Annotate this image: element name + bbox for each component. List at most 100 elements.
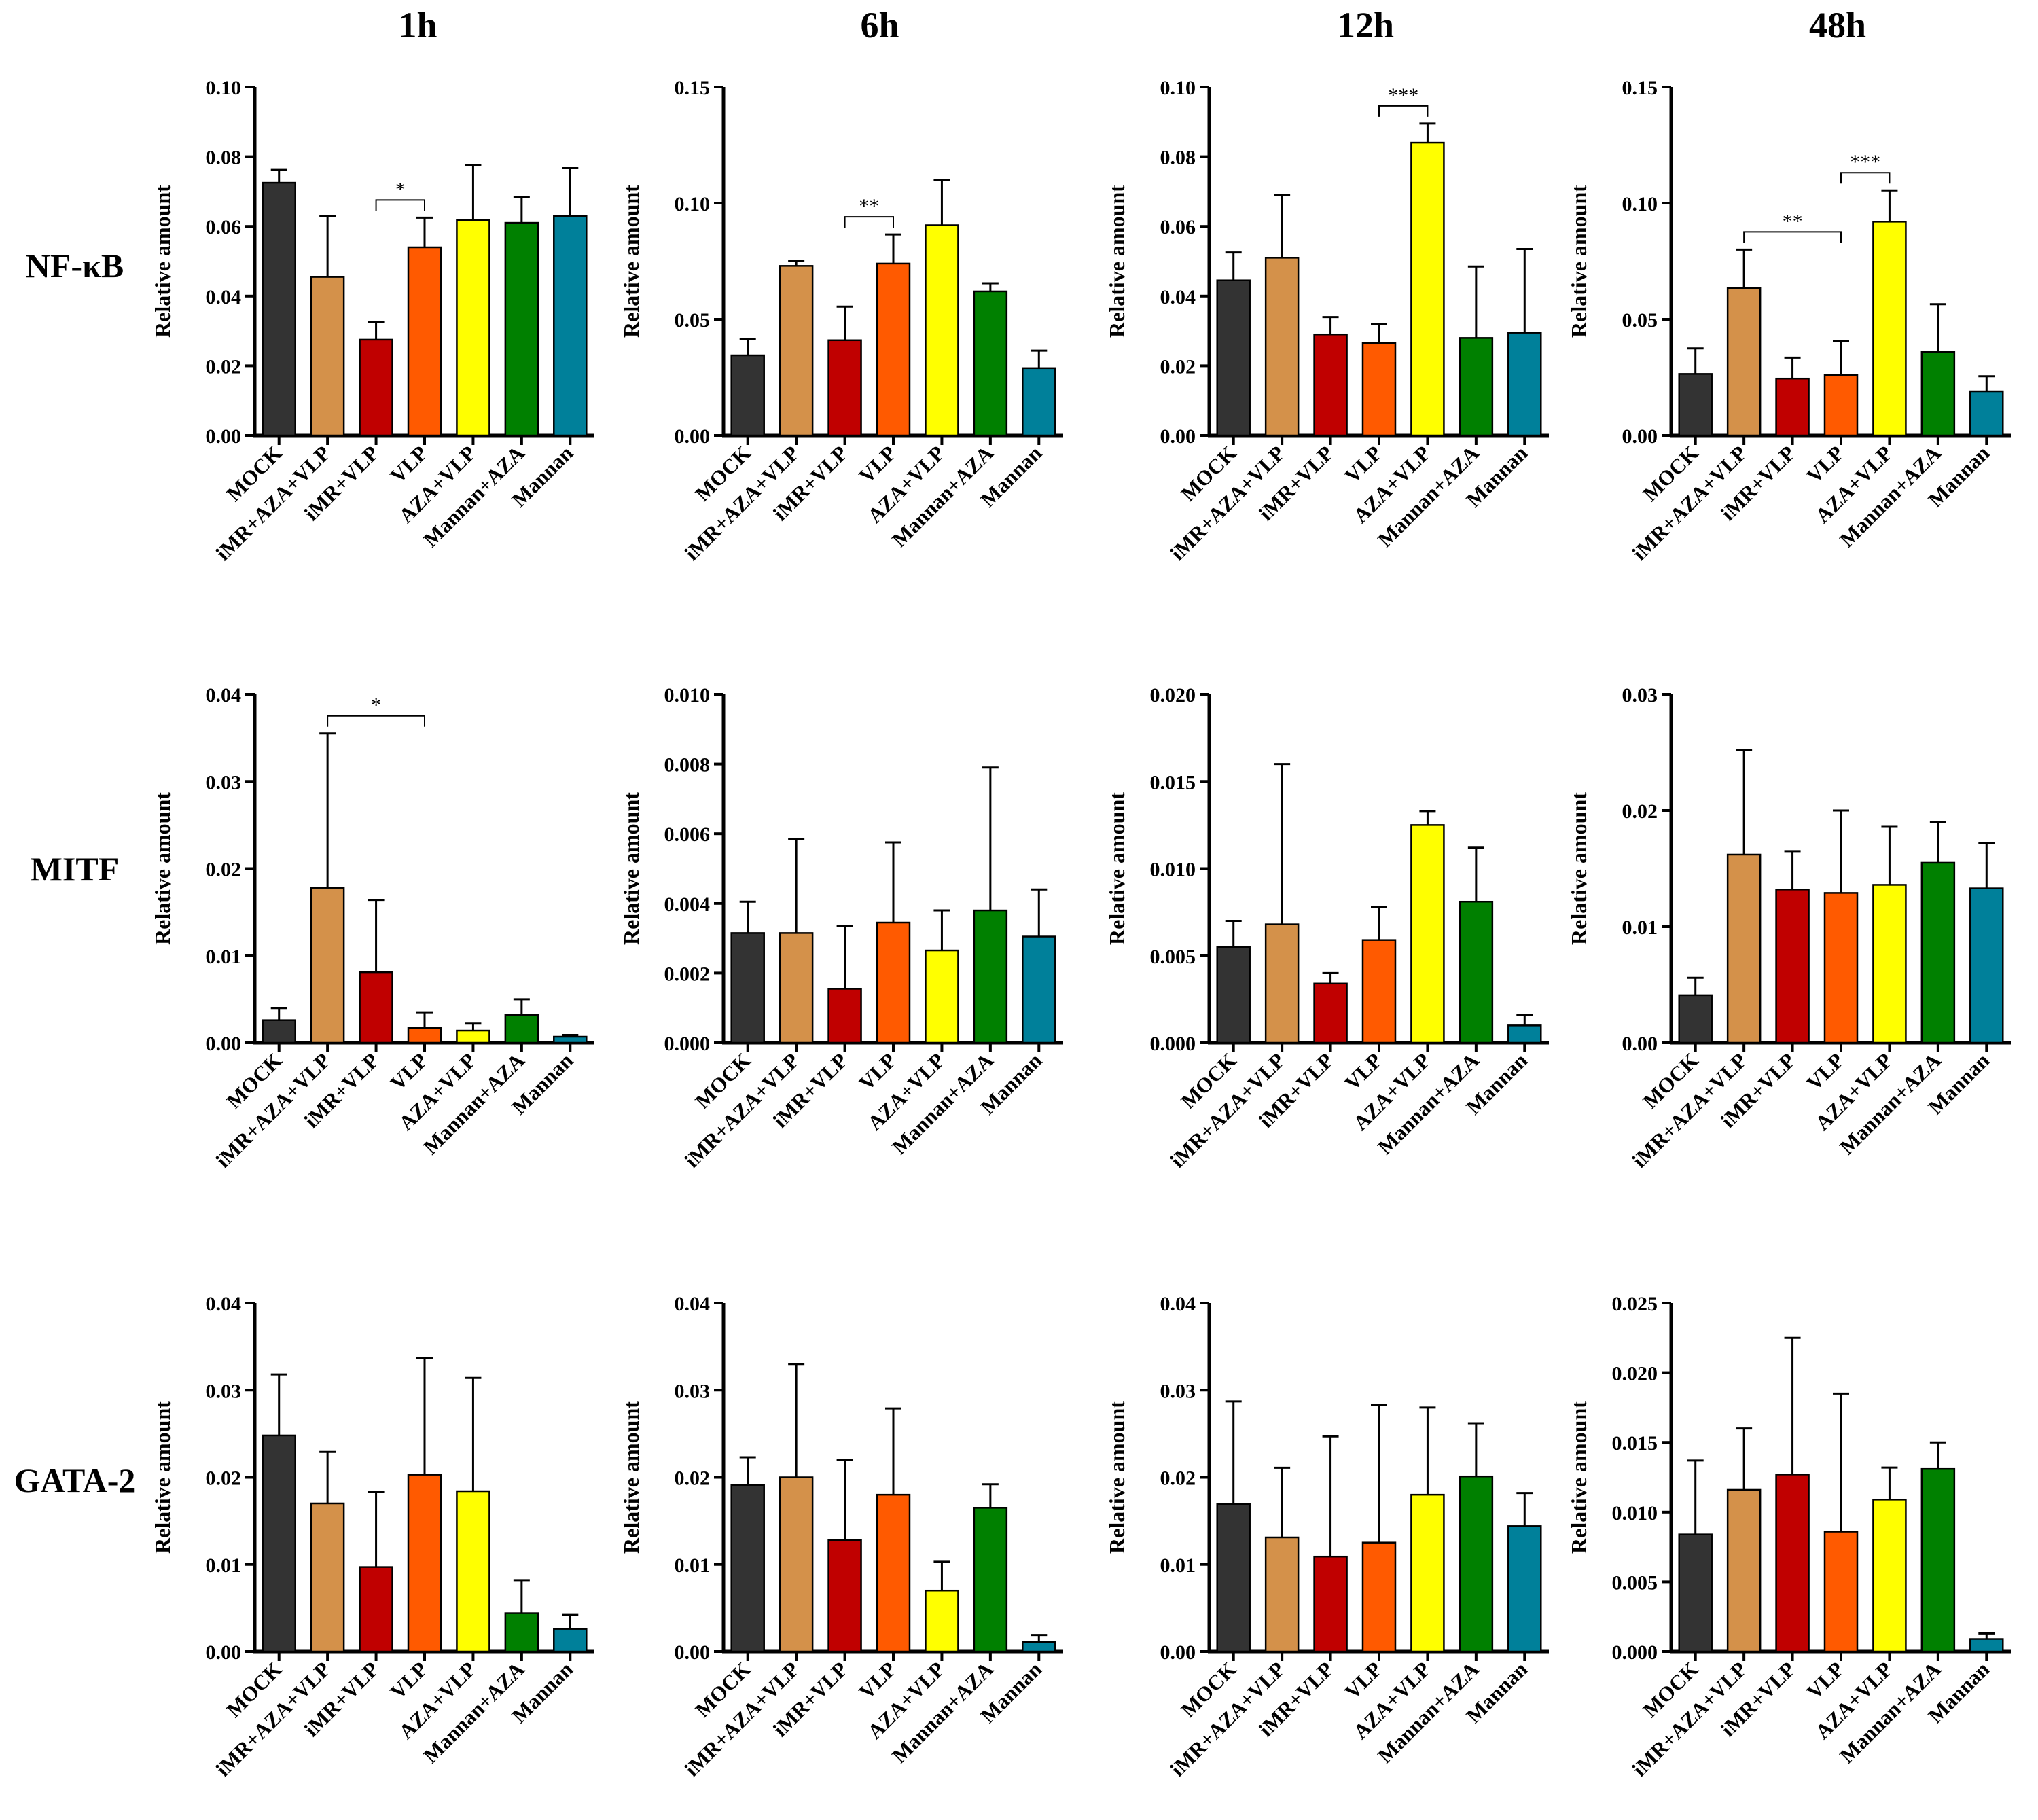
bar-imr-aza-vlp xyxy=(1726,1488,1762,1653)
y-tick-label: 0.006 xyxy=(664,823,711,846)
y-axis-label: Relative amount xyxy=(619,185,643,338)
y-tick-label: 0.06 xyxy=(206,216,242,238)
significance-bracket xyxy=(1378,105,1429,117)
bar-vlp xyxy=(407,246,442,437)
y-tick-label: 0.00 xyxy=(675,1641,711,1664)
y-tick-label: 0.02 xyxy=(675,1467,711,1490)
bar-mannan-aza xyxy=(973,290,1008,437)
significance-label: * xyxy=(395,178,406,200)
row-label-mitf: MITF xyxy=(30,850,120,888)
row-label-gata2: GATA-2 xyxy=(14,1461,136,1499)
bar-mannan-aza xyxy=(504,1612,539,1653)
y-axis-label: Relative amount xyxy=(1105,185,1129,338)
bar-vlp xyxy=(1361,939,1397,1044)
y-tick-label: 0.004 xyxy=(664,893,711,916)
significance-label: *** xyxy=(1850,151,1880,173)
y-tick-label: 0.00 xyxy=(675,425,711,448)
y-tick-label: 0.10 xyxy=(206,77,242,99)
y-tick-label: 0.03 xyxy=(206,771,242,793)
bar-imr-aza-vlp xyxy=(1264,1536,1300,1653)
bar-imr-aza-vlp xyxy=(1264,257,1300,437)
bar-mannan xyxy=(1022,935,1056,1044)
bar-imr-aza-vlp xyxy=(310,276,345,437)
bar-mannan xyxy=(1507,1024,1542,1044)
bar-mannan xyxy=(1969,390,2004,437)
significance-label: * xyxy=(371,694,381,717)
y-tick-label: 0.03 xyxy=(675,1380,711,1402)
bar-imr-vlp xyxy=(1775,1474,1810,1653)
bar-mannan-aza xyxy=(504,221,539,437)
bar-mannan xyxy=(553,1628,588,1653)
bar-vlp xyxy=(1361,342,1397,437)
bar-imr-vlp xyxy=(1313,1555,1348,1653)
column-title-12h: 12h xyxy=(1336,5,1395,46)
y-axis-label: Relative amount xyxy=(1105,1401,1129,1554)
bar-imr-aza-vlp xyxy=(1726,853,1762,1044)
y-tick-label: 0.005 xyxy=(1612,1571,1658,1594)
y-tick-label: 0.02 xyxy=(206,355,242,378)
bar-mannan-aza xyxy=(1920,1467,1956,1653)
bar-imr-vlp xyxy=(1313,333,1348,437)
y-tick-label: 0.000 xyxy=(1150,1033,1196,1055)
bar-mock xyxy=(1678,994,1713,1044)
row-label-nfkb: NF-κB xyxy=(25,247,124,285)
y-tick-label: 0.15 xyxy=(675,77,711,99)
y-tick-label: 0.00 xyxy=(1622,1033,1658,1055)
y-tick-label: 0.00 xyxy=(206,1641,242,1664)
bar-mock xyxy=(730,354,765,437)
bar-imr-vlp xyxy=(1775,377,1810,437)
bar-mannan xyxy=(553,215,588,437)
y-axis-label: Relative amount xyxy=(619,1401,643,1554)
y-tick-label: 0.04 xyxy=(1160,286,1196,308)
y-tick-label: 0.00 xyxy=(1160,425,1196,448)
y-tick-label: 0.000 xyxy=(1612,1641,1658,1664)
bar-aza-vlp xyxy=(925,224,959,437)
y-tick-label: 0.03 xyxy=(206,1380,242,1402)
bar-aza-vlp xyxy=(456,1029,490,1044)
y-axis-label: Relative amount xyxy=(1105,792,1129,945)
significance-bracket xyxy=(327,715,425,727)
bar-imr-aza-vlp xyxy=(779,932,814,1044)
y-tick-label: 0.02 xyxy=(1160,355,1196,378)
y-axis-label: Relative amount xyxy=(150,792,175,945)
bar-vlp xyxy=(407,1027,442,1044)
y-tick-label: 0.10 xyxy=(675,193,711,215)
y-tick-label: 0.04 xyxy=(206,684,242,707)
bar-aza-vlp xyxy=(1410,824,1445,1044)
bar-mannan-aza xyxy=(1459,900,1494,1044)
bar-mannan-aza xyxy=(1459,337,1494,437)
y-tick-label: 0.01 xyxy=(206,1554,242,1577)
bar-vlp xyxy=(407,1474,442,1653)
column-title-48h: 48h xyxy=(1808,5,1867,46)
bar-mannan xyxy=(553,1035,588,1044)
significance-bracket xyxy=(1743,231,1842,243)
y-tick-label: 0.015 xyxy=(1150,771,1196,793)
bar-vlp xyxy=(1823,374,1859,437)
y-tick-label: 0.020 xyxy=(1150,684,1196,707)
significance-bracket xyxy=(844,216,894,228)
y-axis-label: Relative amount xyxy=(619,792,643,945)
y-tick-label: 0.002 xyxy=(664,963,711,985)
bar-imr-vlp xyxy=(1775,889,1810,1044)
significance-label: *** xyxy=(1388,84,1418,107)
y-tick-label: 0.04 xyxy=(675,1293,711,1315)
bar-imr-vlp xyxy=(1313,982,1348,1044)
y-tick-label: 0.010 xyxy=(1612,1502,1658,1524)
y-tick-label: 0.10 xyxy=(1160,77,1196,99)
bar-mannan xyxy=(1507,1525,1542,1653)
y-tick-label: 0.08 xyxy=(1160,147,1196,169)
column-title-1h: 1h xyxy=(398,5,437,46)
significance-label: ** xyxy=(859,195,879,217)
y-tick-label: 0.015 xyxy=(1612,1432,1658,1455)
significance-label: ** xyxy=(1783,210,1803,232)
bar-mock xyxy=(730,1484,765,1653)
